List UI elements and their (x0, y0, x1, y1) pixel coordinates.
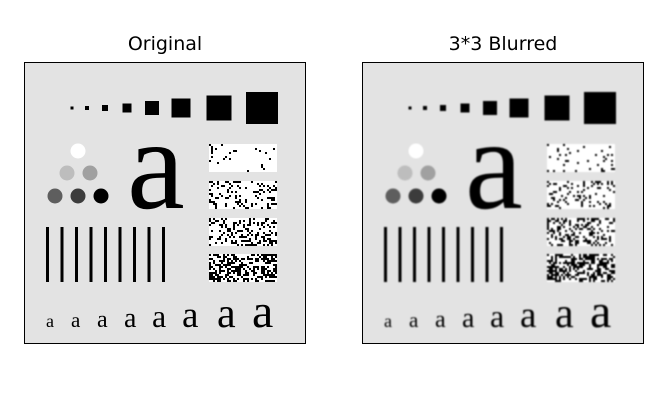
circle-6 (93, 188, 109, 204)
square-8 (584, 92, 616, 124)
square-1 (408, 106, 412, 110)
bar-6 (118, 227, 122, 282)
small-letter-6: a (182, 295, 198, 336)
circle-2 (397, 165, 413, 181)
square-6 (171, 98, 191, 118)
bar-6 (456, 227, 460, 282)
panel-title-original: Original (127, 33, 203, 55)
square-7 (544, 95, 570, 121)
bar-4 (427, 227, 431, 282)
square-3 (102, 105, 108, 111)
noise-rect-2 (209, 181, 277, 209)
small-letter-8: a (252, 285, 273, 338)
square-6 (509, 98, 529, 118)
noise-rect-3 (209, 218, 277, 246)
bar-8 (485, 227, 489, 282)
big-letter: a (127, 93, 185, 237)
circle-2 (59, 165, 75, 181)
square-1 (70, 106, 74, 110)
square-5 (145, 101, 159, 115)
square-4 (122, 103, 132, 113)
noise-rect-1 (209, 144, 277, 172)
original-test-pattern: aa a a a a a a a (46, 92, 278, 338)
bar-1 (384, 227, 387, 282)
small-letter-7: a (555, 291, 574, 337)
small-letter-7: a (217, 291, 236, 337)
small-letter-1: a (384, 311, 392, 331)
square-2 (423, 106, 427, 110)
small-letter-5: a (152, 298, 166, 334)
noise-rect-1 (547, 144, 615, 172)
small-letter-1: a (46, 311, 54, 331)
small-letter-4: a (124, 303, 137, 334)
bar-5 (104, 227, 107, 282)
circle-1 (408, 143, 424, 159)
circle-3 (420, 165, 436, 181)
small-letter-2: a (409, 308, 419, 332)
square-8 (246, 92, 278, 124)
square-5 (483, 101, 497, 115)
small-letter-5: a (490, 298, 504, 334)
small-letter-6: a (520, 295, 536, 336)
circle-1 (70, 143, 86, 159)
noise-rect-2 (547, 181, 615, 209)
square-7 (206, 95, 232, 121)
bar-3 (413, 227, 416, 282)
bar-7 (471, 227, 474, 282)
bar-5 (442, 227, 445, 282)
square-3 (440, 105, 446, 111)
noise-rect-3 (547, 218, 615, 246)
bar-8 (147, 227, 151, 282)
circle-4 (385, 188, 401, 204)
small-letter-3: a (435, 307, 446, 333)
bar-1 (46, 227, 49, 282)
small-letter-2: a (71, 308, 81, 332)
circle-5 (70, 188, 86, 204)
noise-rect-4 (547, 254, 615, 282)
small-letter-4: a (462, 303, 475, 334)
noise-rect-4 (209, 254, 277, 282)
panel-title-blurred: 3*3 Blurred (448, 33, 558, 55)
circle-5 (408, 188, 424, 204)
bar-4 (89, 227, 93, 282)
bar-2 (398, 227, 402, 282)
blurred-test-pattern: aa a a a a a a a (384, 92, 616, 338)
small-letter-3: a (97, 307, 108, 333)
small-letter-8: a (590, 285, 611, 338)
square-4 (460, 103, 470, 113)
square-2 (85, 106, 89, 110)
bar-3 (75, 227, 78, 282)
circle-4 (47, 188, 63, 204)
big-letter: a (465, 93, 523, 237)
bar-7 (133, 227, 136, 282)
bar-2 (60, 227, 64, 282)
circle-3 (82, 165, 98, 181)
bar-9 (162, 227, 165, 282)
circle-6 (431, 188, 447, 204)
bar-9 (500, 227, 503, 282)
